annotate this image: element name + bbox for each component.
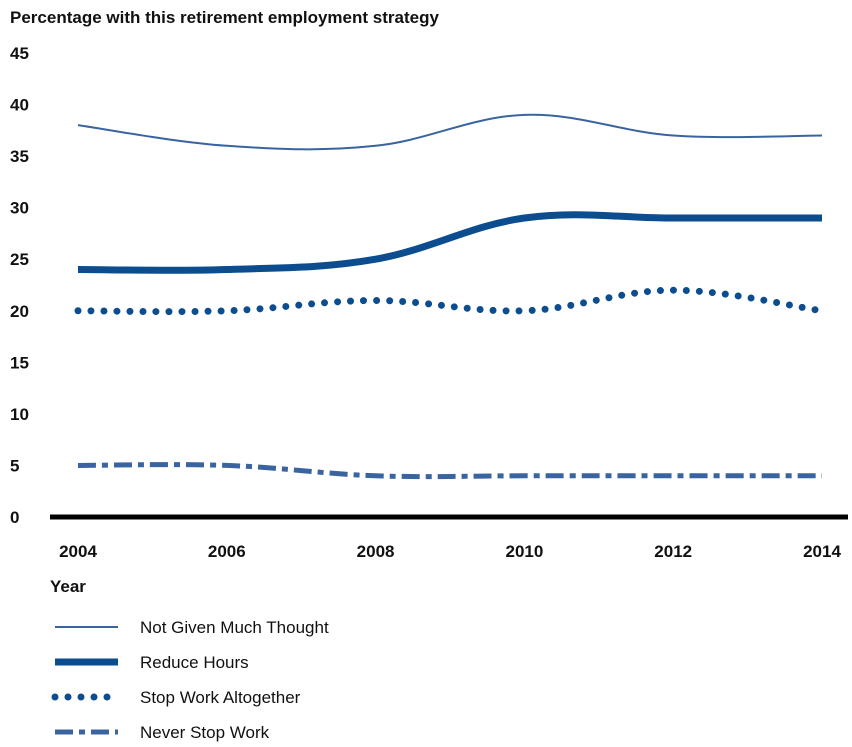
x-tick-label: 2014 [803,542,841,561]
legend: Not Given Much Thought Reduce Hours Stop W… [51,618,329,742]
y-axis-label: Percentage with this retirement employme… [10,8,439,27]
x-tick-label: 2006 [208,542,246,561]
x-tick-label: 2004 [59,542,97,561]
y-tick-label: 45 [10,44,29,63]
series-line-1 [77,113,823,151]
y-tick-label: 5 [10,456,19,475]
legend-label: Never Stop Work [140,723,270,742]
y-tick-label: 20 [10,302,29,321]
y-tick-label: 40 [10,96,29,115]
legend-label: Reduce Hours [140,653,249,672]
series-line-2 [77,211,822,274]
legend-label: Stop Work Altogether [140,688,301,707]
legend-label: Not Given Much Thought [140,618,329,637]
series-lines [74,113,826,480]
x-axis-label: Year [50,577,86,596]
x-tick-label: 2008 [357,542,395,561]
series-line-3 [74,286,826,316]
y-tick-label: 25 [10,250,29,269]
y-tick-label: 15 [10,353,29,372]
x-ticks: 2004 2006 2008 2010 2012 2014 [59,542,841,561]
series-line-4 [77,462,822,480]
x-tick-label: 2012 [654,542,692,561]
x-tick-label: 2010 [505,542,543,561]
y-tick-label: 10 [10,405,29,424]
y-tick-label: 30 [10,199,29,218]
y-tick-label: 35 [10,147,29,166]
y-tick-label: 0 [10,508,19,527]
y-ticks: 0 5 10 15 20 25 30 35 40 45 [10,44,29,527]
